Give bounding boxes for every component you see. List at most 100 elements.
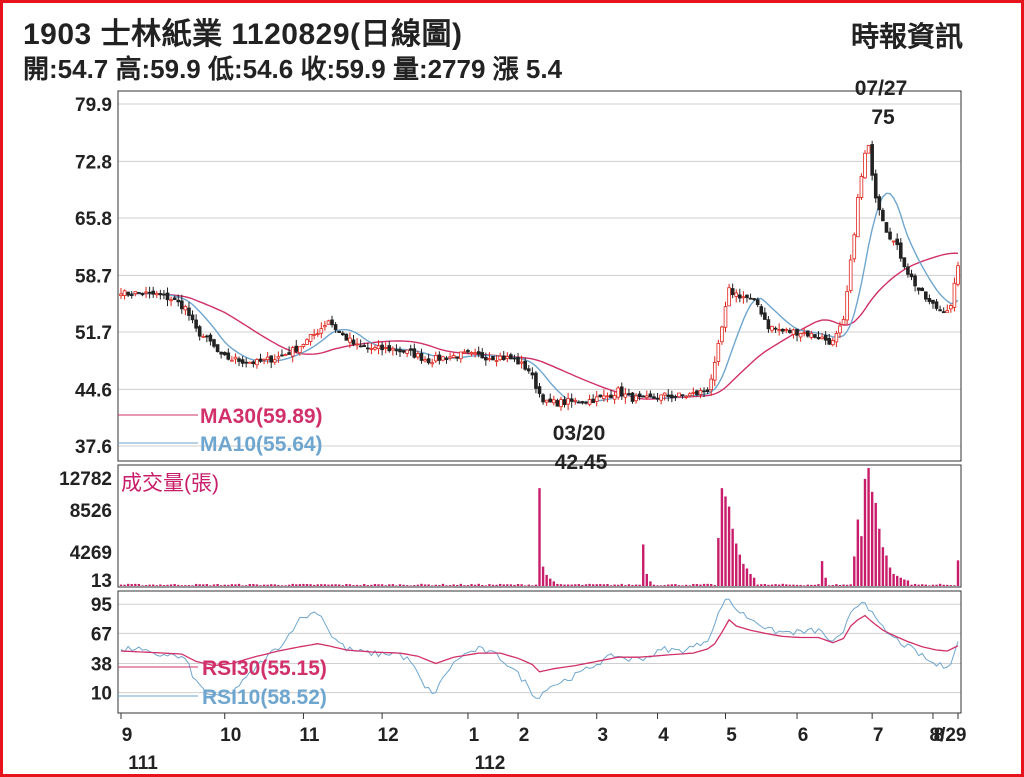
- volume-bar: [459, 583, 463, 586]
- x-month-label: 1: [469, 725, 480, 746]
- volume-bar: [638, 584, 641, 586]
- candle-body: [931, 299, 935, 304]
- candle-body: [337, 330, 341, 333]
- candle-body: [866, 145, 871, 154]
- candle-body: [816, 336, 821, 340]
- candle-body: [205, 335, 209, 338]
- candle: [619, 382, 624, 400]
- x-month-label: 2: [519, 725, 530, 746]
- candle: [763, 307, 767, 320]
- volume-bar: [334, 584, 337, 586]
- rsi-series: [120, 598, 959, 699]
- volume-bar: [616, 584, 620, 586]
- candle-body: [280, 354, 284, 357]
- candle-body: [380, 344, 384, 351]
- volume-bar: [688, 585, 691, 586]
- volume-bar: [735, 543, 738, 586]
- candle: [444, 356, 449, 364]
- annotation-high-date: 07/27: [855, 77, 908, 100]
- candle-body: [290, 347, 295, 357]
- chart-title: 1903 士林紙業 1120829(日線圖): [23, 18, 463, 51]
- volume-bar: [284, 585, 287, 586]
- candle-body: [376, 345, 381, 350]
- candle: [616, 386, 620, 400]
- candle: [841, 315, 846, 325]
- volume-bar: [795, 584, 799, 586]
- candle-body: [358, 345, 363, 348]
- candle-body: [294, 345, 299, 352]
- candle-body: [870, 144, 874, 176]
- volume-bar: [674, 584, 677, 586]
- candle: [680, 394, 685, 399]
- candle-body: [609, 394, 613, 399]
- candle: [154, 290, 159, 299]
- candle-body: [426, 358, 431, 364]
- volume-bar: [363, 584, 366, 586]
- candle-body: [140, 292, 145, 296]
- candle-body: [813, 334, 817, 338]
- candle-body: [702, 390, 706, 393]
- candle: [380, 341, 384, 356]
- candle-body: [770, 325, 774, 331]
- candle: [273, 354, 277, 365]
- candle: [805, 330, 810, 338]
- candle: [780, 328, 785, 334]
- volume-bar: [774, 584, 777, 586]
- volume-bar: [184, 585, 187, 586]
- candle: [219, 351, 223, 359]
- volume-bar: [928, 585, 931, 586]
- candle: [630, 392, 635, 404]
- candle-body: [673, 396, 678, 398]
- candle: [212, 338, 216, 349]
- volume-bar: [534, 584, 538, 586]
- candle-body: [913, 275, 917, 287]
- candle-body: [552, 399, 556, 404]
- ma10-legend-label: MA10(55.64): [200, 433, 323, 456]
- volume-bar: [899, 577, 902, 586]
- candle-body: [720, 326, 724, 343]
- candle-body: [401, 350, 406, 353]
- volume-bar: [595, 584, 598, 586]
- volume-bar: [570, 584, 573, 586]
- candle-body: [902, 257, 907, 268]
- candle-body: [845, 291, 849, 321]
- candle: [820, 333, 824, 340]
- candle: [863, 150, 867, 180]
- candle: [480, 348, 485, 359]
- volume-bar: [566, 584, 570, 586]
- candle-body: [230, 359, 234, 362]
- candle: [215, 344, 220, 353]
- volume-bar: [159, 584, 162, 586]
- candle: [938, 305, 942, 312]
- candle: [584, 400, 588, 405]
- candle-body: [534, 372, 538, 389]
- candle-body: [594, 396, 599, 402]
- candle: [140, 292, 145, 297]
- candle-body: [451, 355, 456, 358]
- candle: [827, 333, 832, 346]
- candle-body: [734, 292, 739, 297]
- candle-body: [916, 287, 921, 291]
- volume-bar: [237, 583, 241, 586]
- candle-body: [351, 339, 356, 345]
- candle: [748, 293, 753, 300]
- candle: [484, 352, 488, 366]
- x-month-label: 12: [378, 725, 399, 746]
- candle: [612, 391, 617, 405]
- volume-bar: [752, 577, 756, 586]
- volume-tick-label: 13: [91, 571, 112, 592]
- volume-bar: [684, 584, 688, 586]
- volume-bar: [563, 584, 566, 586]
- candle-body: [712, 362, 717, 381]
- candle-body: [319, 328, 324, 334]
- legend-ma30: MA30(59.89): [118, 405, 323, 428]
- volume-bar: [448, 585, 452, 586]
- candle-body: [795, 328, 799, 336]
- candle-body: [895, 238, 899, 246]
- candle-body: [287, 352, 291, 355]
- candle-body: [473, 352, 477, 355]
- candle: [290, 345, 295, 363]
- candle: [319, 322, 324, 339]
- candle: [280, 349, 284, 357]
- volume-bar: [931, 584, 935, 586]
